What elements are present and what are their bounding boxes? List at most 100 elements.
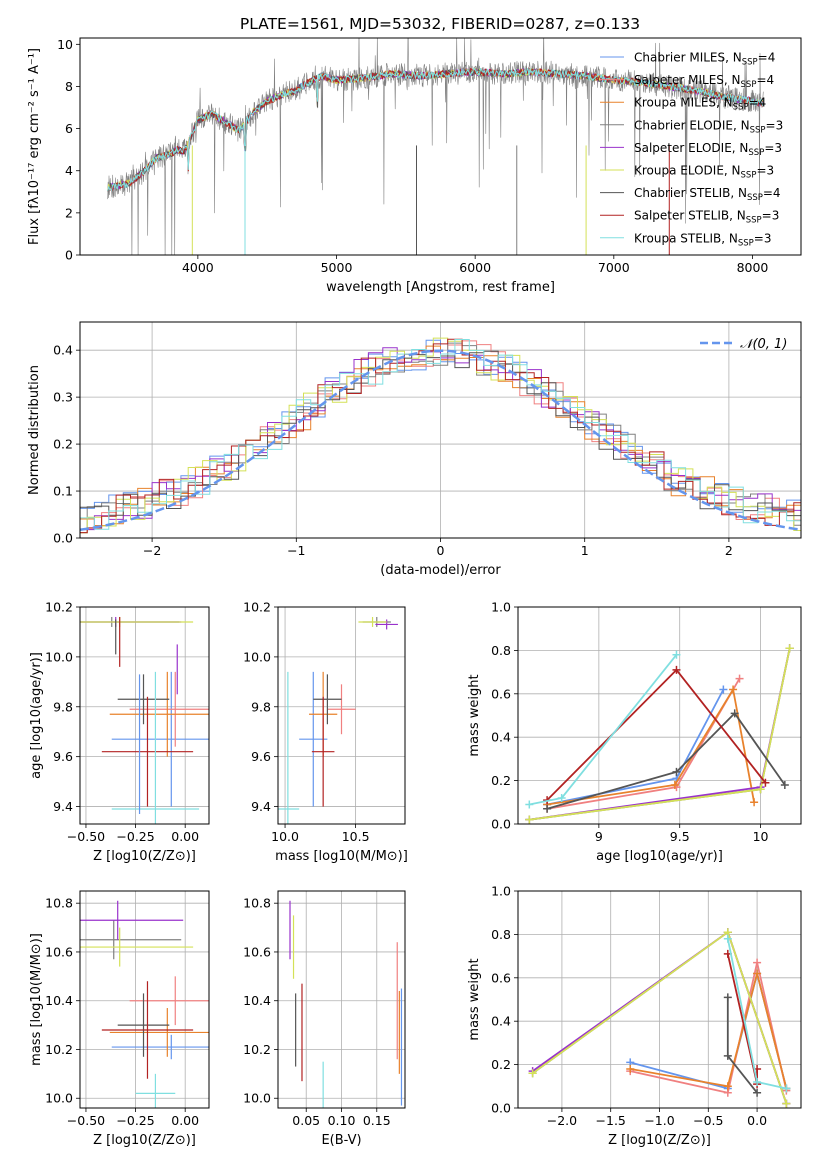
y-tick-label: 10.0 (243, 649, 271, 664)
weight-point (756, 785, 765, 794)
y-tick-label: 0.0 (53, 531, 73, 546)
x-tick-label: 0 (437, 543, 445, 558)
y-tick-label: 0.6 (491, 970, 511, 985)
weight-point (672, 767, 681, 776)
weight-point (735, 674, 744, 683)
x-tick-label: −0.25 (116, 829, 154, 844)
x-tick-label: 2 (725, 543, 733, 558)
legend-entry: Chabrier MILES, NSSP=4 (634, 51, 775, 68)
y-tick-label: 0.4 (491, 730, 511, 745)
weight-point (557, 793, 566, 802)
legend-entry: Salpeter MILES, NSSP=4 (634, 73, 774, 90)
spectrum-line (107, 68, 764, 192)
y-tick-label: 0.3 (53, 390, 73, 405)
axes-frame (79, 606, 210, 825)
x-tick-label: −2.0 (547, 1113, 577, 1128)
mass-vs-metallicity-panel: −0.50 −0.25 0.00 10.0 10.2 10.4 10.6 10.8 Z [log… (29, 890, 210, 1148)
spectrum-line (107, 67, 764, 192)
age-vs-metallicity-panel: −0.50 −0.25 0.00 9.4 9.6 9.8 10.0 10.2 Z [log10(… (29, 600, 210, 864)
y-tick-label: 10.0 (45, 1091, 73, 1106)
y-axis-label: mass weight (467, 674, 482, 756)
x-tick-label: 6000 (459, 260, 491, 275)
x-tick-label: 10 (753, 829, 769, 844)
x-tick-label: 7000 (598, 260, 630, 275)
y-tick-label: 0.8 (491, 643, 511, 658)
y-tick-label: 0.2 (491, 1057, 511, 1072)
x-tick-label: 9.5 (670, 829, 690, 844)
y-tick-label: 9.8 (53, 699, 73, 714)
y-tick-label: 0 (65, 248, 73, 263)
y-axis-label: mass [log10(M/M⊙)] (29, 933, 44, 1066)
legend-value: =4 (756, 73, 774, 87)
x-axis-label: wavelength [Angstrom, rest frame] (326, 280, 555, 295)
y-tick-label: 10.6 (243, 944, 271, 959)
y-tick-label: 10.8 (243, 896, 271, 911)
weight-point (528, 1069, 537, 1078)
axes-frame (277, 606, 406, 825)
axes-frame (277, 890, 406, 1109)
weight-vs-age-panel: 9 9.5 10 0.0 0.2 0.4 0.6 0.8 1.0 age [log10(age/y… (467, 600, 802, 864)
legend-subscript: SSP (738, 238, 754, 248)
x-tick-label: 0.10 (328, 1113, 356, 1128)
weight-point (750, 798, 759, 807)
legend-subscript: SSP (746, 216, 762, 226)
y-tick-label: 9.6 (251, 749, 271, 764)
legend-subscript: SSP (748, 148, 764, 158)
weight-point (753, 958, 762, 967)
x-tick-label: −0.50 (67, 829, 105, 844)
legend-value: =4 (758, 51, 776, 65)
y-tick-label: 8 (65, 79, 73, 94)
x-tick-label: 5000 (321, 260, 353, 275)
x-axis-label: Z [log10(Z/Z⊙)] (93, 1133, 196, 1148)
legend-entry: Chabrier STELIB, NSSP=4 (634, 186, 781, 203)
axes-frame (79, 37, 802, 256)
x-tick-label: −1.0 (644, 1113, 674, 1128)
x-tick-label: 1 (581, 543, 589, 558)
y-tick-label: 10.0 (45, 649, 73, 664)
weight-point (626, 1064, 635, 1073)
y-tick-label: 0.4 (491, 1014, 511, 1029)
weight-point (525, 815, 534, 824)
x-axis-label: age [log10(age/yr)] (596, 849, 723, 864)
y-tick-label: 10.4 (45, 993, 73, 1008)
y-axis-label: Normed distribution (27, 365, 42, 495)
weight-point (525, 800, 534, 809)
legend-value: =3 (762, 209, 780, 223)
y-tick-label: 10.6 (45, 944, 73, 959)
weight-line (630, 972, 788, 1089)
axes-frame (517, 606, 802, 825)
errorbar-plot-area (80, 900, 209, 1108)
figure-title: PLATE=1561, MJD=53032, FIBERID=0287, z=0… (240, 15, 640, 33)
y-axis-label: Flux [fλ10⁻¹⁷ erg cm⁻² s⁻¹ A⁻¹] (27, 48, 42, 245)
weight-line (546, 688, 755, 806)
weight-line (529, 648, 791, 821)
y-tick-label: 9.4 (53, 799, 73, 814)
y-tick-label: 10.2 (243, 600, 271, 615)
y-tick-label: 10 (57, 37, 73, 52)
weight-point (780, 780, 789, 789)
x-axis-label: E(B-V) (321, 1133, 361, 1148)
weight-point (672, 650, 681, 659)
y-tick-label: 10.4 (243, 993, 271, 1008)
errorbar-plot-area (278, 616, 398, 824)
x-tick-label: −1 (287, 543, 305, 558)
y-tick-label: 4 (65, 163, 73, 178)
y-tick-label: 0.2 (491, 773, 511, 788)
errorbar-plot-area (80, 616, 209, 824)
x-axis-label: Z [log10(Z/Z⊙)] (93, 849, 196, 864)
y-tick-label: 0.8 (491, 927, 511, 942)
legend-subscript: SSP (742, 58, 758, 68)
weight-vs-metallicity-panel: −2.0 −1.5 −1.0 −0.5 0.0 0.0 0.2 0.4 0.6 0.8 1.0 Z [… (467, 884, 802, 1148)
spectrum-panel: 4000 5000 6000 7000 8000 0 2 4 6 8 10 wavelength [A… (27, 37, 802, 295)
y-tick-label: 9.6 (53, 749, 73, 764)
weight-point (670, 780, 679, 789)
y-tick-label: 9.4 (251, 799, 271, 814)
weight-point (672, 665, 681, 674)
mass-vs-extinction-panel: 0.05 0.10 0.15 10.0 10.2 10.4 10.6 10.8 E(B-V) (243, 890, 406, 1148)
x-tick-label: −2 (143, 543, 161, 558)
residual-histogram-panel: −2 −1 0 1 2 0.0 0.1 0.2 0.3 0.4 (data-model)/error… (27, 321, 802, 578)
y-tick-label: 0.0 (491, 1101, 511, 1116)
y-tick-label: 0.4 (53, 343, 73, 358)
axes-frame (79, 321, 802, 539)
x-tick-label: −1.5 (596, 1113, 626, 1128)
